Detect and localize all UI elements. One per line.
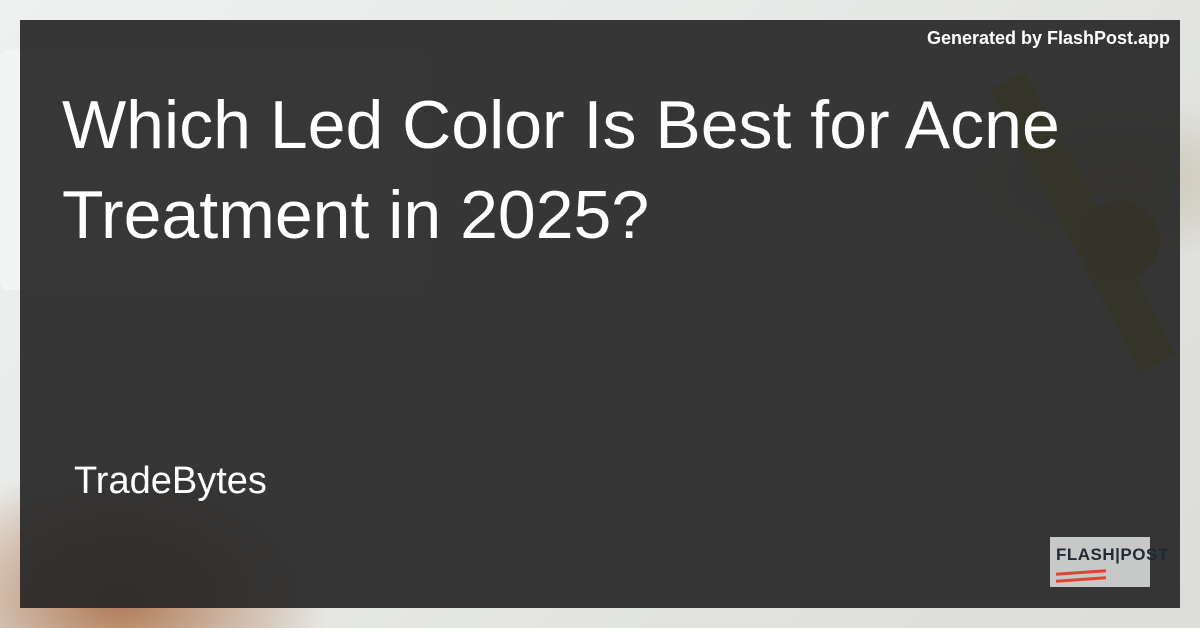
author-name: TradeBytes bbox=[74, 460, 267, 502]
logo-stripe bbox=[1055, 569, 1107, 576]
logo-stripe bbox=[1055, 576, 1107, 583]
dark-overlay-card bbox=[20, 20, 1180, 608]
generated-by-label: Generated by FlashPost.app bbox=[926, 28, 1170, 48]
flashpost-logo: FLASH|POST bbox=[1050, 537, 1168, 587]
logo-text: FLASH|POST bbox=[1056, 545, 1169, 564]
post-title: Which Led Color Is Best for Acne Treatme… bbox=[62, 87, 1060, 253]
